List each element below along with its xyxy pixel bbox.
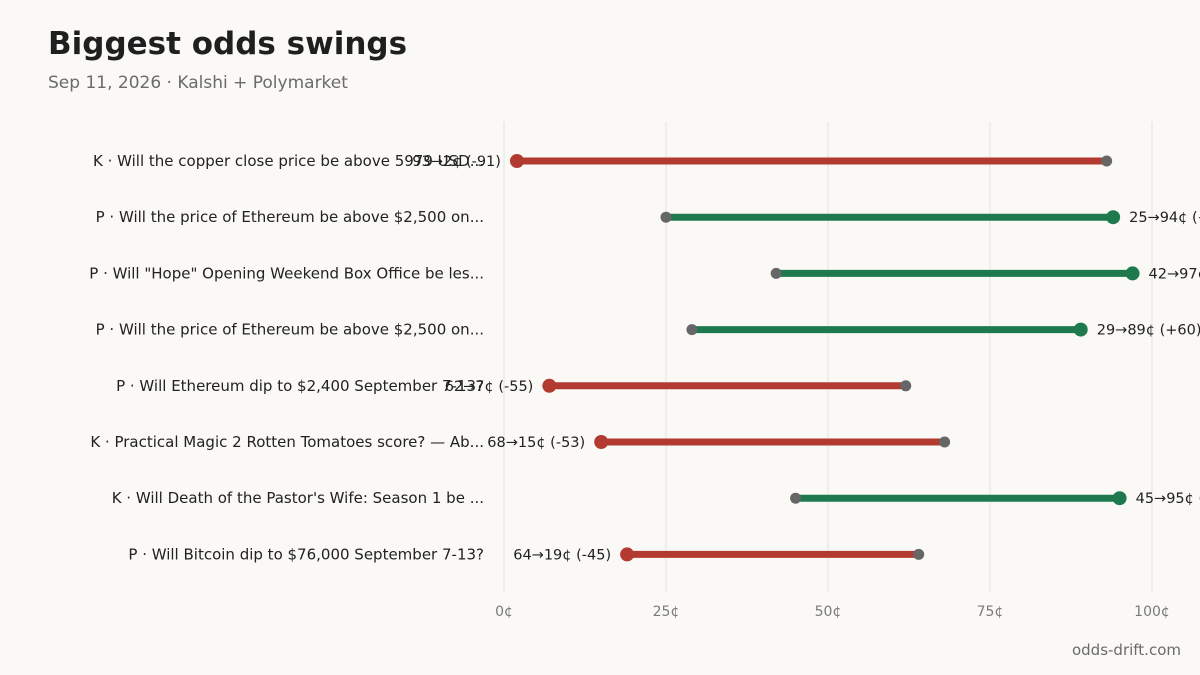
value-label: 29→89¢ (+60) [1097, 323, 1200, 339]
market-label: P · Will "Hope" Opening Weekend Box Offi… [89, 264, 484, 282]
value-label: 25→94¢ (+69) [1129, 210, 1200, 226]
end-point [594, 435, 609, 449]
grid-lines [503, 122, 1153, 592]
start-point [790, 492, 802, 504]
x-tick-label: 25¢ [653, 604, 680, 620]
value-label: 45→95¢ (+50) [1136, 491, 1200, 507]
market-row: P · Will the price of Ethereum be above … [96, 321, 1200, 339]
value-label: 64→19¢ (-45) [513, 547, 611, 563]
x-tick-label: 50¢ [815, 604, 842, 620]
start-point [770, 267, 782, 279]
x-tick-label: 100¢ [1134, 604, 1170, 620]
market-row: P · Will Ethereum dip to $2,400 Septembe… [116, 377, 912, 395]
x-axis-ticks: 0¢ 25¢ 50¢ 75¢ 100¢ [495, 604, 1170, 620]
market-row: K · Will the copper close price be above… [93, 152, 1113, 170]
end-point [1106, 210, 1121, 225]
market-rows: K · Will the copper close price be above… [89, 152, 1200, 563]
market-label: P · Will Ethereum dip to $2,400 Septembe… [116, 377, 484, 395]
market-label: K · Will the copper close price be above… [93, 152, 484, 170]
end-point [542, 378, 557, 393]
value-label: 68→15¢ (-53) [487, 435, 585, 451]
start-point [900, 380, 912, 392]
start-point [660, 211, 672, 223]
chart-title: Biggest odds swings [48, 26, 408, 62]
x-tick-label: 75¢ [977, 604, 1004, 620]
value-label: 93→2¢ (-91) [412, 154, 501, 170]
source-credit: odds-drift.com [1071, 641, 1181, 659]
start-point [939, 436, 951, 448]
start-point [1101, 155, 1113, 167]
start-point [686, 324, 698, 336]
value-label: 42→97¢ (+55) [1149, 266, 1200, 282]
market-label: K · Will Death of the Pastor's Wife: Sea… [112, 489, 484, 507]
market-row: K · Practical Magic 2 Rotten Tomatoes sc… [90, 433, 951, 451]
market-label: P · Will Bitcoin dip to $76,000 Septembe… [128, 545, 484, 563]
start-point [913, 548, 925, 560]
end-point [1112, 491, 1127, 506]
market-label: P · Will the price of Ethereum be above … [96, 321, 484, 339]
chart-subtitle: Sep 11, 2026 · Kalshi + Polymarket [48, 73, 348, 93]
market-row: P · Will Bitcoin dip to $76,000 Septembe… [128, 545, 925, 563]
end-point [509, 154, 524, 168]
market-label: K · Practical Magic 2 Rotten Tomatoes sc… [90, 433, 484, 451]
end-point [1073, 322, 1088, 337]
value-label: 62→7¢ (-55) [445, 379, 534, 395]
market-row: K · Will Death of the Pastor's Wife: Sea… [112, 489, 1200, 507]
end-point [1125, 266, 1140, 281]
x-tick-label: 0¢ [495, 604, 513, 620]
market-row: P · Will "Hope" Opening Weekend Box Offi… [89, 264, 1200, 282]
market-label: P · Will the price of Ethereum be above … [96, 208, 484, 226]
end-point [620, 547, 635, 562]
market-row: P · Will the price of Ethereum be above … [96, 208, 1200, 226]
